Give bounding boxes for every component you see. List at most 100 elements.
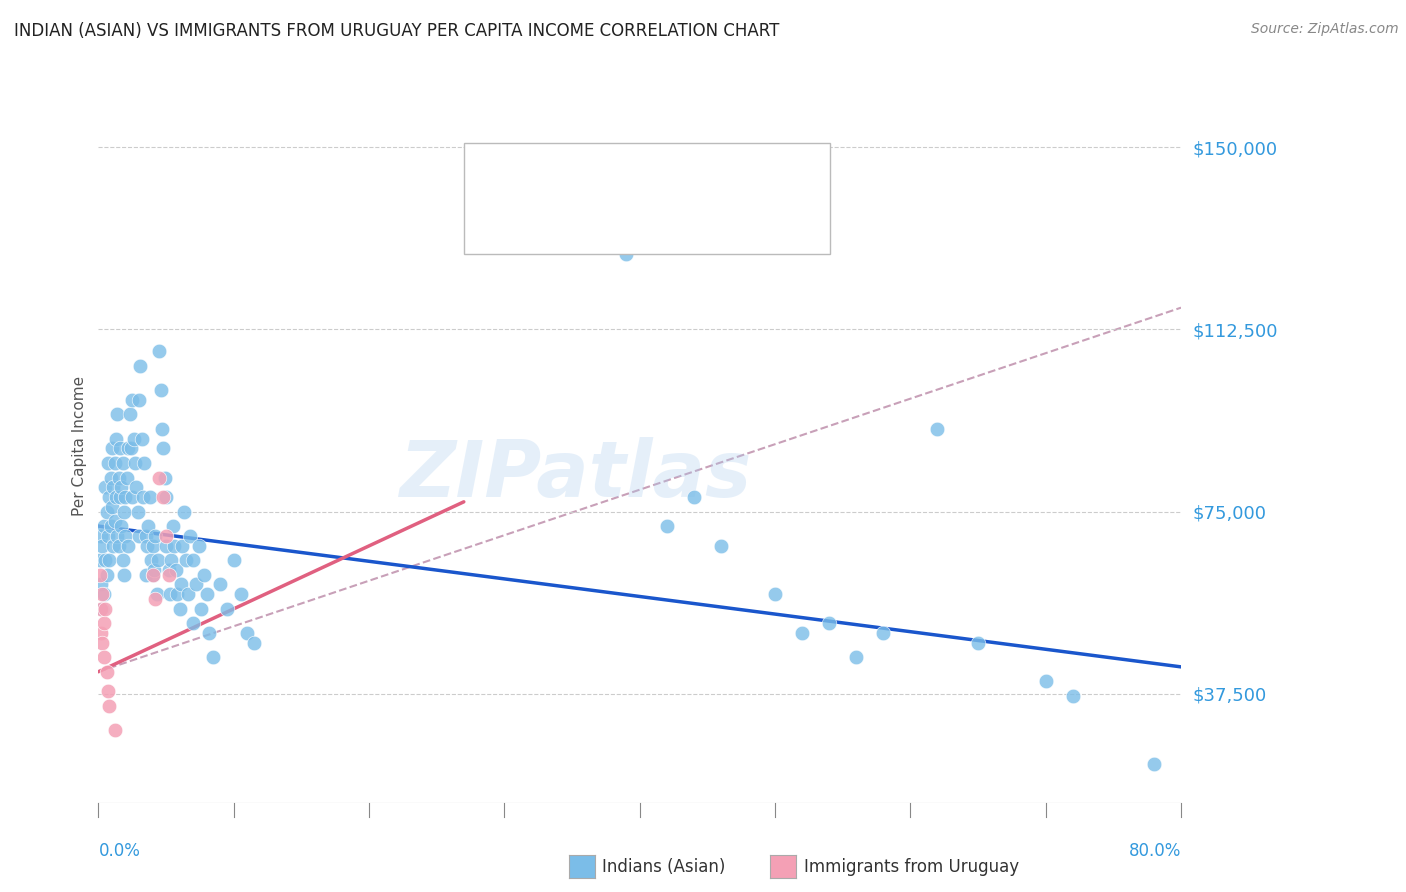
Point <box>97 456 120 470</box>
Point <box>155 539 177 553</box>
Point <box>121 490 143 504</box>
Point <box>117 539 139 553</box>
Point <box>152 490 174 504</box>
Point <box>114 529 136 543</box>
Point <box>98 490 121 504</box>
Point <box>121 392 143 407</box>
Point <box>128 529 150 543</box>
Point <box>157 567 180 582</box>
Point <box>143 529 166 543</box>
Point <box>153 470 176 484</box>
Point <box>118 408 141 422</box>
Point <box>134 456 156 470</box>
Point <box>90 529 112 543</box>
Point <box>93 650 115 665</box>
Point <box>243 635 266 649</box>
Point <box>91 587 114 601</box>
Point <box>187 539 209 553</box>
Point <box>101 500 124 514</box>
Y-axis label: Per Capita Income: Per Capita Income <box>72 376 87 516</box>
Point <box>149 383 172 397</box>
Point <box>94 601 117 615</box>
Point <box>181 553 204 567</box>
Point <box>170 577 193 591</box>
Point <box>1062 689 1084 703</box>
Point <box>125 480 148 494</box>
Point <box>222 553 245 567</box>
Point <box>110 480 132 494</box>
Point <box>165 563 187 577</box>
Point <box>790 626 813 640</box>
Point <box>89 567 111 582</box>
Point <box>94 480 117 494</box>
Point <box>108 490 131 504</box>
Point <box>169 601 191 615</box>
Point <box>112 567 135 582</box>
Point <box>124 456 146 470</box>
Point <box>142 563 165 577</box>
Point <box>148 470 170 484</box>
Point <box>131 432 153 446</box>
Point <box>160 553 183 567</box>
Point <box>127 504 149 518</box>
Point <box>135 567 157 582</box>
Point <box>96 567 118 582</box>
Point <box>104 723 127 737</box>
Point <box>209 577 232 591</box>
Point <box>105 408 128 422</box>
Point <box>818 616 841 631</box>
Point <box>215 601 238 615</box>
Point <box>967 635 990 649</box>
Point <box>141 567 165 582</box>
Point <box>150 422 173 436</box>
Point <box>195 587 218 601</box>
Point <box>105 529 128 543</box>
Point <box>177 587 200 601</box>
Point <box>159 587 181 601</box>
Point <box>166 587 188 601</box>
Point <box>155 529 177 543</box>
Point <box>163 539 186 553</box>
Point <box>236 626 259 640</box>
Point <box>872 626 894 640</box>
Point <box>112 504 135 518</box>
Point <box>181 616 204 631</box>
Point <box>103 480 125 494</box>
Text: 80.0%: 80.0% <box>1129 842 1181 860</box>
Point <box>202 650 225 665</box>
Text: Indians (Asian): Indians (Asian) <box>602 858 725 876</box>
Point <box>90 626 112 640</box>
Point <box>141 539 165 553</box>
Point <box>927 422 949 436</box>
Point <box>120 442 142 456</box>
Point <box>162 519 184 533</box>
Point <box>122 432 145 446</box>
Point <box>93 519 115 533</box>
Point <box>176 553 198 567</box>
Text: Source: ZipAtlas.com: Source: ZipAtlas.com <box>1251 22 1399 37</box>
Point <box>91 635 114 649</box>
Point <box>98 553 121 567</box>
Point <box>97 684 120 698</box>
Point <box>141 567 165 582</box>
Point <box>110 519 132 533</box>
Point <box>136 539 159 553</box>
Point <box>114 490 136 504</box>
Point <box>1143 756 1166 771</box>
Point <box>146 553 169 567</box>
Point <box>107 470 129 484</box>
Point <box>193 567 215 582</box>
Point <box>100 519 122 533</box>
Text: R = -0.192   N = 114: R = -0.192 N = 114 <box>530 168 748 186</box>
Point <box>139 490 162 504</box>
Point <box>845 650 868 665</box>
Text: 0.0%: 0.0% <box>98 842 141 860</box>
Point <box>94 553 117 567</box>
Point <box>105 432 128 446</box>
Point <box>152 442 174 456</box>
Point <box>1035 674 1057 689</box>
Point <box>138 519 160 533</box>
Point <box>111 553 134 567</box>
Text: ZIPatlas: ZIPatlas <box>399 436 751 513</box>
Point <box>143 591 166 606</box>
